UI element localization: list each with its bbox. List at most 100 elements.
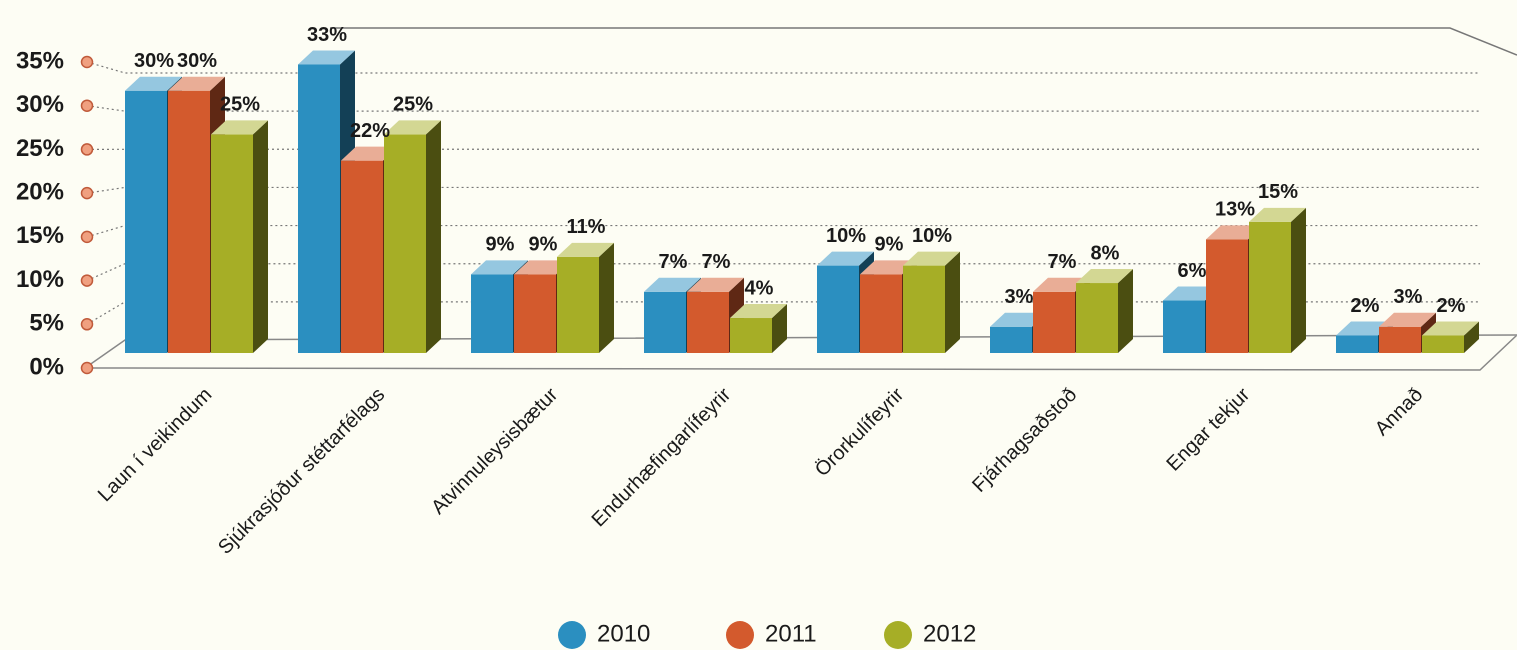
bar-front [298,64,340,353]
bar-top [1076,269,1133,284]
bar-top [1422,321,1479,336]
bar-top [557,242,614,257]
bar-front [471,274,513,353]
bar-side [1291,207,1306,353]
grid-line [86,105,1480,112]
legend-swatch [726,621,754,649]
bar-front [384,134,426,353]
bar-top [1379,312,1436,327]
bar-front [1336,335,1378,353]
value-label: 11% [567,216,606,238]
y-tick-label: 20% [16,178,64,205]
y-tick-dot [80,318,94,331]
y-tick-label: 35% [16,47,64,74]
bar-front [990,326,1032,353]
legend-swatch [884,621,912,649]
y-tick-dot [80,274,94,287]
bar-top [1163,286,1220,301]
bar-front [860,274,902,353]
y-tick-label: 15% [16,222,64,249]
bar-front [211,134,253,353]
value-label: 9% [486,234,515,256]
legend-label: 2012 [923,620,976,647]
y-tick-label: 0% [29,353,64,380]
y-tick-dot [80,143,94,156]
grid-line [86,186,1480,194]
value-label: 4% [745,277,774,299]
value-label: 30% [177,50,217,72]
value-label: 25% [220,94,260,116]
bar-top [341,146,398,161]
bar-front [1379,326,1421,353]
value-label: 30% [134,50,174,72]
value-label: 8% [1091,242,1120,264]
value-label: 9% [875,234,904,256]
value-label: 9% [529,234,558,256]
bar-front [341,160,383,353]
bar-top [168,76,225,91]
value-label: 2% [1437,295,1466,317]
y-tick-label: 25% [16,135,64,162]
bar-top [384,120,441,135]
bar-front [168,90,210,353]
bar-top [644,277,701,292]
y-tick-label: 5% [29,310,64,337]
bar-top [211,120,268,135]
legend-label: 2010 [597,620,650,647]
value-label: 25% [393,94,433,116]
bar-top [1033,277,1090,292]
bar-front [1422,335,1464,353]
bar-side [945,251,960,353]
bar-side [253,120,268,353]
value-label: 7% [702,251,731,273]
value-label: 3% [1005,286,1034,308]
value-label: 3% [1394,286,1423,308]
y-tick-dot [80,55,94,69]
bar-front [1076,283,1118,353]
bar-front [1163,300,1205,353]
bar-front [687,291,729,353]
y-tick-dot [80,99,94,112]
bar-front [644,291,686,353]
bar-side [1464,321,1479,353]
bar-side [1118,269,1133,353]
bar-top [730,304,787,319]
bar-top [514,260,571,275]
value-label: 6% [1178,260,1207,282]
y-tick-dot [80,230,94,244]
y-tick-label: 10% [16,266,64,293]
value-label: 10% [912,225,952,247]
value-label: 22% [350,120,390,142]
bar-front [1206,239,1248,353]
bar-front [557,256,599,353]
y-tick-dot [80,186,94,200]
bar-top [1206,225,1263,240]
bar-top [817,251,874,266]
bar-front [514,274,556,353]
value-label: 7% [659,251,688,273]
value-label: 13% [1215,199,1255,221]
bar-front [817,265,859,353]
bar-side [426,120,441,353]
value-label: 15% [1258,181,1298,203]
floor [82,334,1517,371]
bar-front [730,318,772,353]
bar-top [1336,321,1393,336]
bar-top [990,312,1047,327]
bar-top [687,277,744,292]
value-label: 2% [1351,295,1380,317]
bar-side [599,242,614,353]
legend-label: 2011 [765,620,817,647]
frame-top [330,27,1517,56]
bar-top [471,260,528,275]
value-label: 7% [1048,251,1077,273]
bar-top [298,50,355,65]
bar-front [125,90,167,353]
value-label: 10% [826,225,866,247]
y-tick-dot [80,361,94,375]
bar-side [772,304,787,353]
bar-top [1249,207,1306,222]
bar-top [903,251,960,266]
bar-top [125,76,182,91]
